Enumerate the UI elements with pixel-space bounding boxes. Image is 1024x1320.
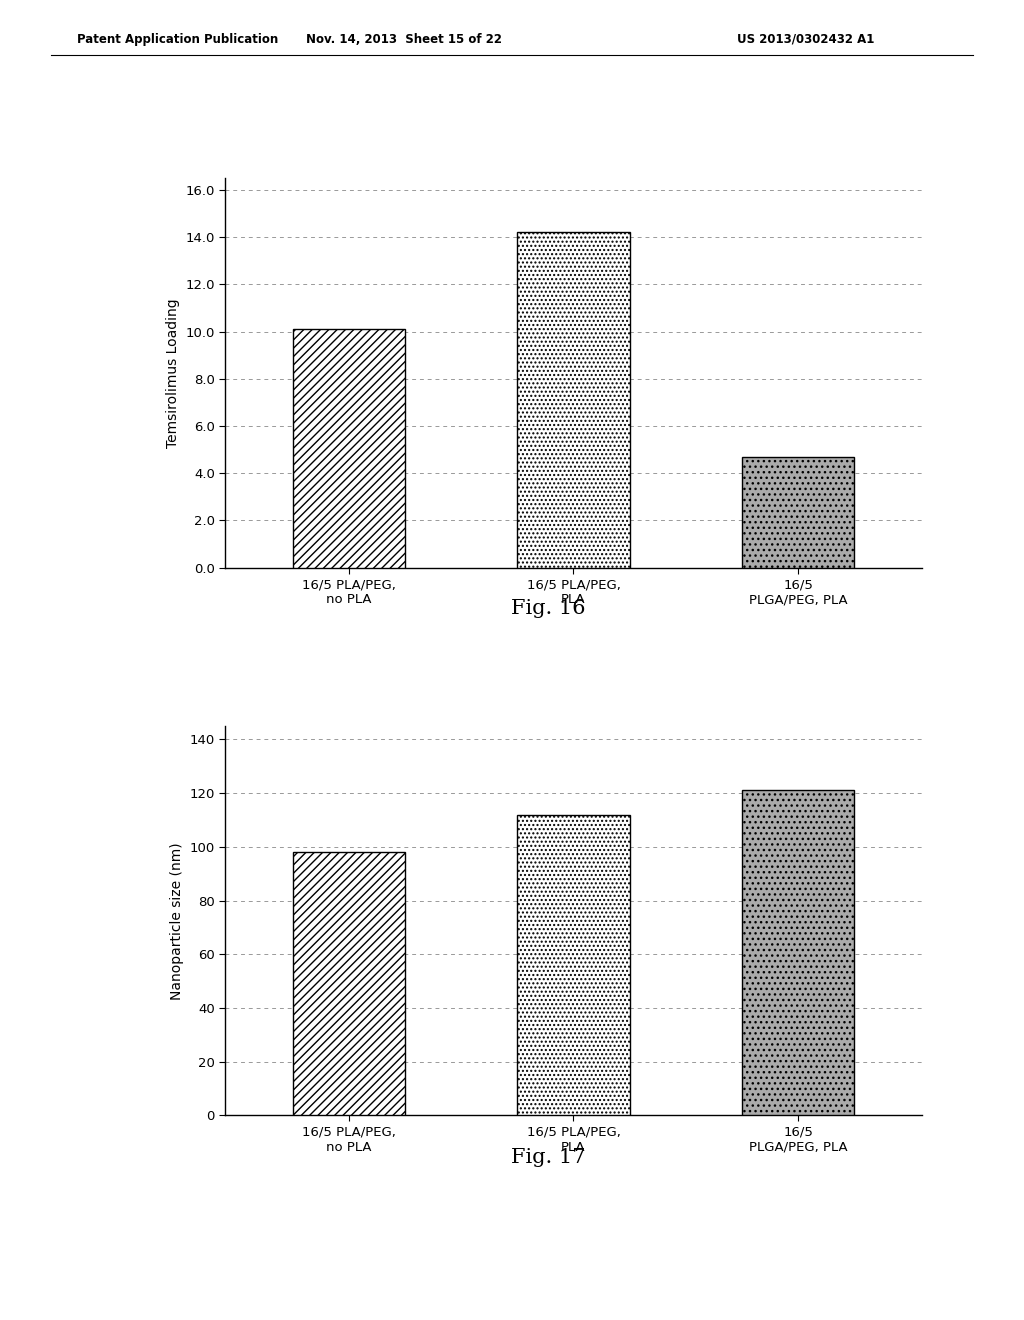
Text: Fig. 17: Fig. 17 — [511, 1148, 585, 1167]
Text: Patent Application Publication: Patent Application Publication — [77, 33, 279, 46]
Text: Nov. 14, 2013  Sheet 15 of 22: Nov. 14, 2013 Sheet 15 of 22 — [306, 33, 503, 46]
Y-axis label: Temsirolimus Loading: Temsirolimus Loading — [166, 298, 180, 447]
Y-axis label: Nanoparticle size (nm): Nanoparticle size (nm) — [170, 842, 184, 999]
Bar — [293, 329, 404, 568]
Text: Fig. 16: Fig. 16 — [511, 599, 585, 618]
Bar — [517, 814, 630, 1115]
Text: US 2013/0302432 A1: US 2013/0302432 A1 — [737, 33, 874, 46]
Bar — [517, 232, 630, 568]
Bar — [742, 791, 854, 1115]
Bar — [293, 853, 404, 1115]
Bar — [742, 457, 854, 568]
